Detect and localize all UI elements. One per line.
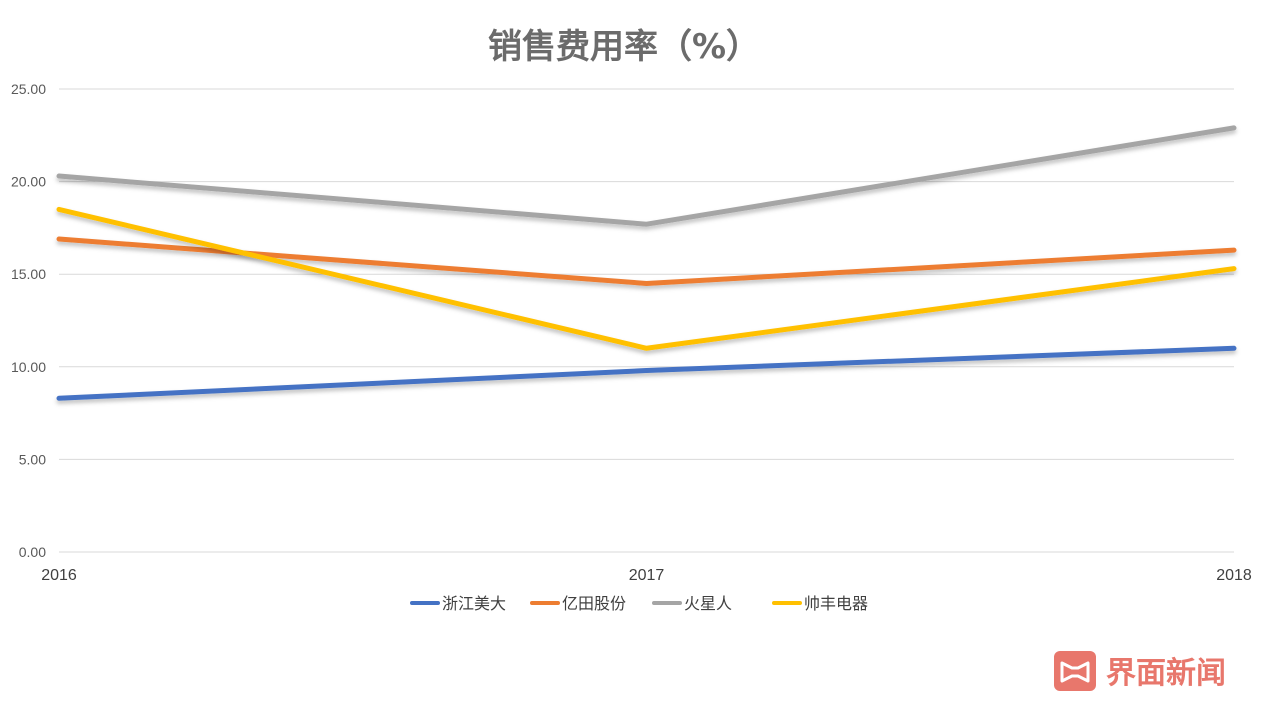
y-tick-label: 15.00 <box>11 266 46 282</box>
y-tick-label: 0.00 <box>19 544 46 560</box>
legend-item: 浙江美大 <box>410 594 506 613</box>
legend: 浙江美大 亿田股份 火星人 帅丰电器 <box>410 594 868 613</box>
legend-item: 亿田股份 <box>530 594 626 613</box>
x-tick-label: 2018 <box>1216 567 1252 584</box>
y-axis-ticks: 0.00 5.00 10.00 15.00 20.00 25.00 <box>11 81 46 560</box>
series-lines <box>56 125 1237 401</box>
y-tick-label: 5.00 <box>19 451 46 467</box>
x-tick-label: 2017 <box>629 567 665 584</box>
series-line-2 <box>56 125 1237 227</box>
series-line-0 <box>56 345 1237 401</box>
y-tick-label: 25.00 <box>11 81 46 97</box>
y-tick-label: 20.00 <box>11 174 46 190</box>
watermark-text: 界面新闻 <box>1106 656 1226 691</box>
x-tick-label: 2016 <box>41 567 77 584</box>
legend-label: 浙江美大 <box>442 594 506 613</box>
series-line-1 <box>56 236 1237 286</box>
chart-title: 销售费用率（%） <box>488 27 760 67</box>
legend-label: 亿田股份 <box>562 594 626 613</box>
legend-item: 帅丰电器 <box>772 594 868 613</box>
legend-label: 帅丰电器 <box>804 594 868 613</box>
legend-item: 火星人 <box>652 594 732 613</box>
jiemian-logo-icon <box>1054 651 1096 691</box>
gridlines <box>59 88 1234 553</box>
y-tick-label: 10.00 <box>11 359 46 375</box>
watermark: 界面新闻 <box>1054 651 1226 691</box>
x-axis-ticks: 2016 2017 2018 <box>41 567 1252 584</box>
series-line-3 <box>56 206 1237 351</box>
legend-label: 火星人 <box>684 594 732 613</box>
